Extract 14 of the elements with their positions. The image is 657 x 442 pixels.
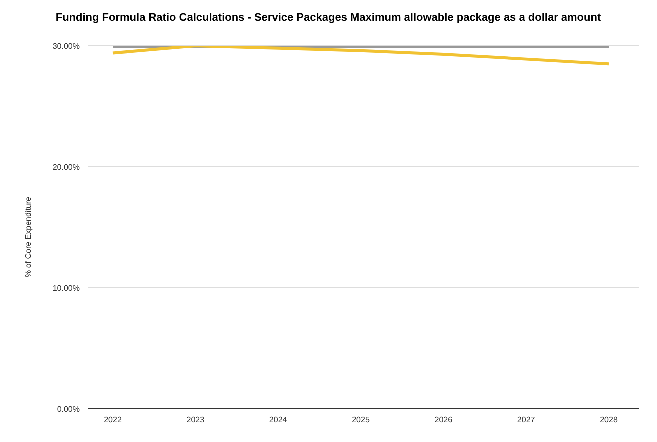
x-tick-label: 2028 xyxy=(600,416,618,425)
x-tick-label: 2026 xyxy=(434,416,454,425)
y-tick-label: 30.00% xyxy=(52,42,80,51)
x-tick-label: 2023 xyxy=(186,416,206,425)
x-tick-label: 2027 xyxy=(517,416,536,425)
x-tick-label: 2025 xyxy=(352,416,370,425)
y-tick-label: 0.00% xyxy=(57,404,80,414)
y-axis-title: % of Core Expenditure xyxy=(24,196,33,278)
y-tick-label: 10.00% xyxy=(52,284,80,293)
chart-title: Funding Formula Ratio Calculations - Service Packages Maximum allowable package as a dollar amount xyxy=(54,11,602,26)
y-tick-label: 20.00% xyxy=(52,162,80,172)
line-series xyxy=(112,46,610,66)
x-tick-label: 2024 xyxy=(269,416,288,425)
x-tick-label: 2022 xyxy=(104,416,122,425)
